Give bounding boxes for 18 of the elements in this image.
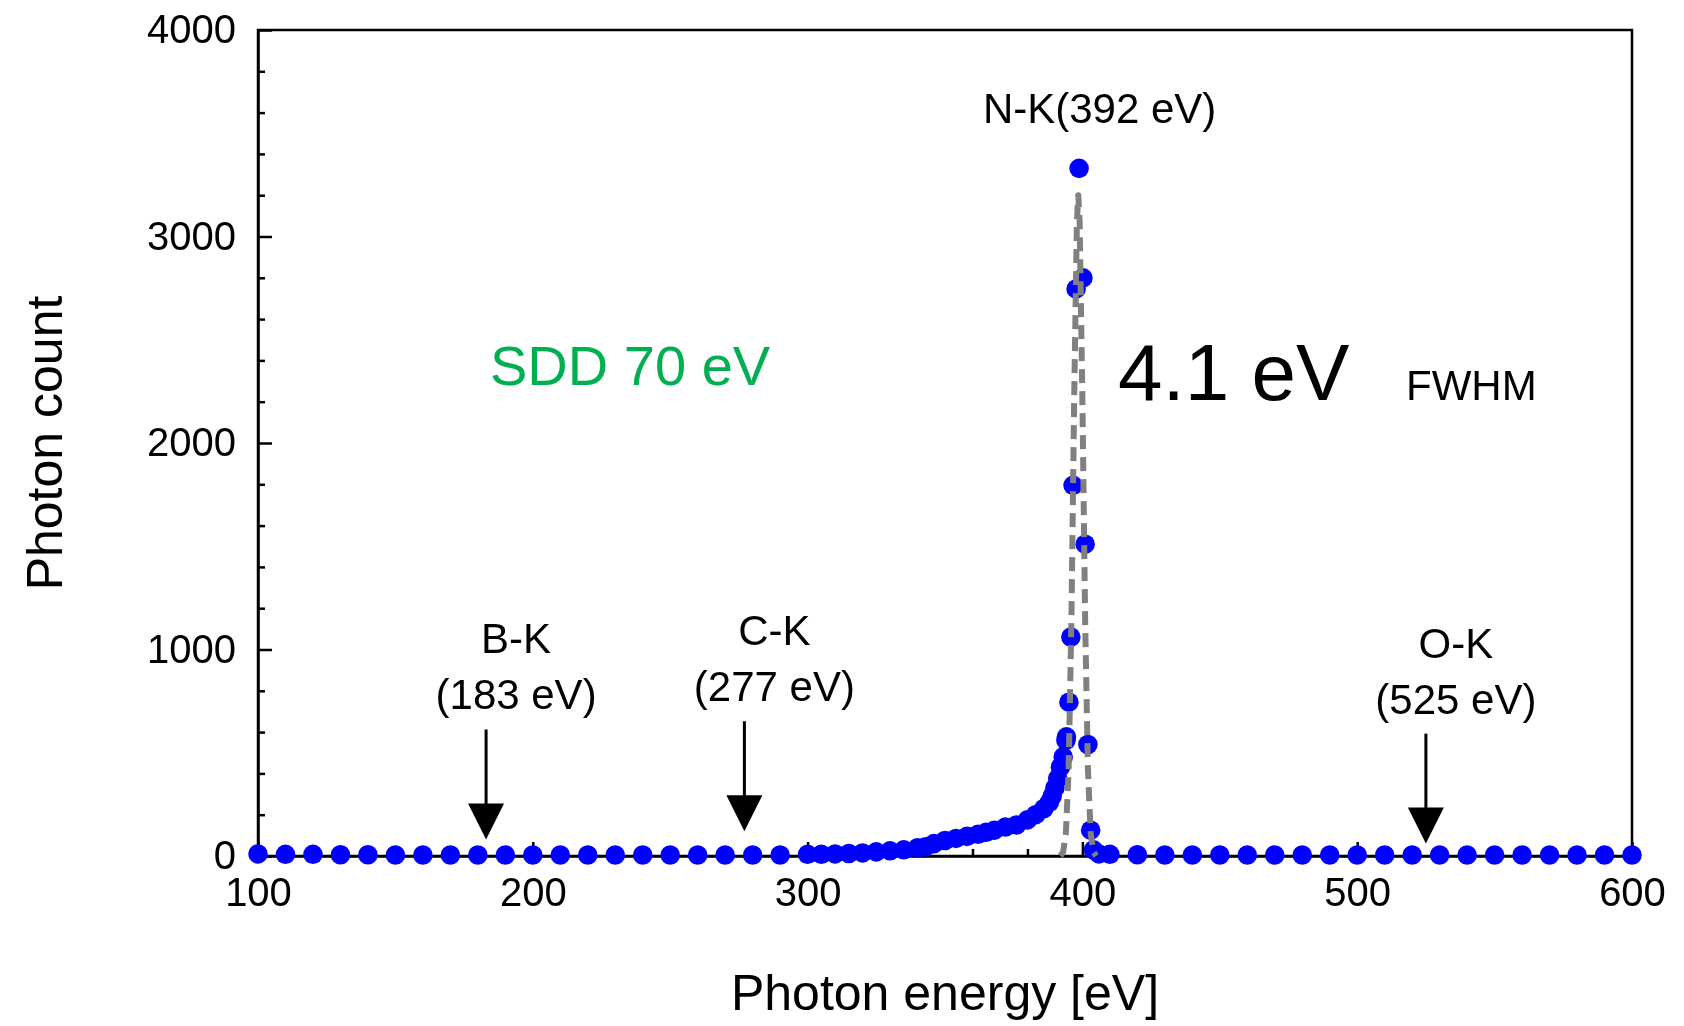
x-tick-label: 500 (1324, 870, 1392, 915)
y-axis-title: Photon count (17, 295, 73, 591)
annotation: FWHM (1406, 362, 1537, 409)
y-tick-label: 1000 (147, 626, 236, 671)
y-tick-label: 4000 (147, 7, 236, 52)
x-tick-label: 200 (499, 870, 567, 915)
annotation: B-K (183 eV) (435, 615, 597, 719)
y-tick-label: 2000 (147, 420, 236, 465)
annotation: 4.1 eV (1118, 328, 1350, 417)
x-axis-title: Photon energy [eV] (730, 965, 1160, 1021)
x-tick-label: 600 (1599, 870, 1666, 915)
y-tick-label: 3000 (147, 213, 236, 258)
x-tick-label: 400 (1049, 870, 1117, 915)
annotation: O-K (525 eV) (1375, 619, 1537, 723)
annotation: C-K (277 eV) (693, 607, 855, 711)
x-tick-label: 300 (774, 870, 842, 915)
annotation: SDD 70 eV (490, 334, 771, 397)
annotation: N-K(392 eV) (982, 85, 1217, 133)
